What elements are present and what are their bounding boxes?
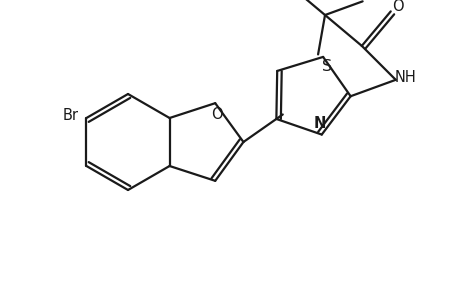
Text: O: O bbox=[211, 107, 223, 122]
Text: N: N bbox=[313, 116, 325, 131]
Text: O: O bbox=[391, 0, 403, 14]
Text: Br: Br bbox=[62, 107, 78, 122]
Text: S: S bbox=[321, 59, 331, 74]
Text: NH: NH bbox=[394, 70, 416, 85]
